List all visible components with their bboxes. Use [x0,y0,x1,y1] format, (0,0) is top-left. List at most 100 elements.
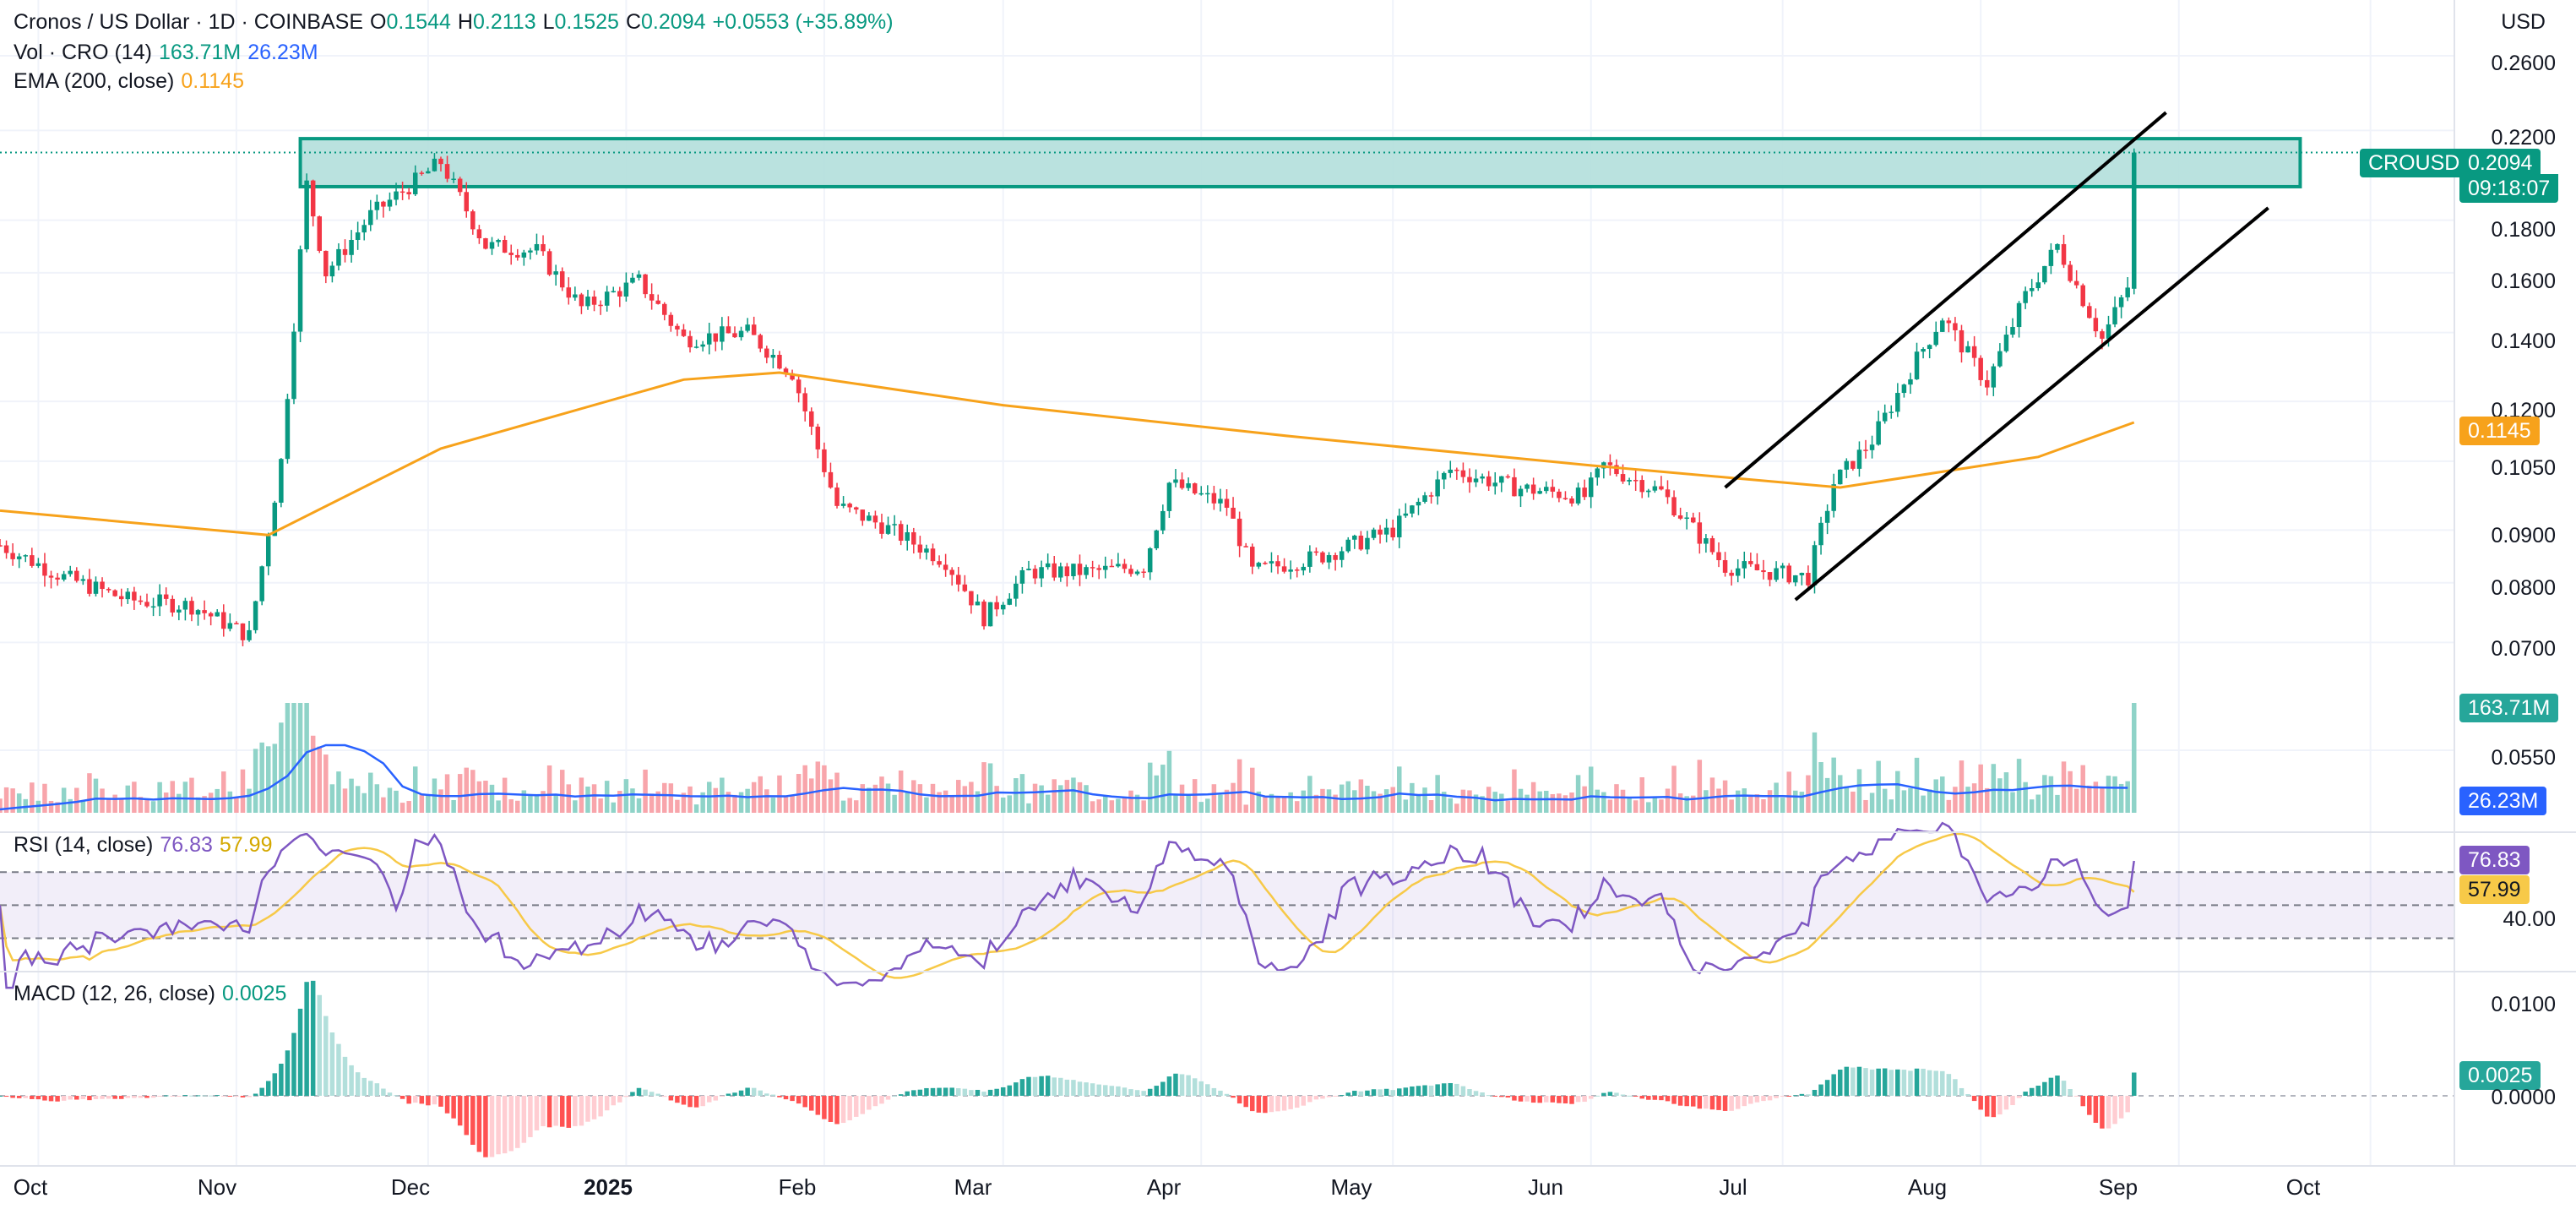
volume-bar [310,735,316,813]
candle-body [834,487,840,506]
macd-histogram-bar [1052,1077,1057,1096]
macd-histogram-bar [279,1064,284,1096]
volume-bar [16,793,22,813]
macd-histogram-bar [962,1088,968,1096]
macd-histogram-bar [1691,1096,1696,1107]
macd-histogram-bar [521,1096,527,1143]
candle-body [253,601,258,630]
volume-bar [291,703,296,813]
candle-body [438,158,443,165]
symbol-title[interactable]: Cronos / US Dollar · 1D · COINBASE [14,10,363,34]
macd-histogram-bar [1940,1070,1945,1096]
macd-histogram-bar [483,1096,488,1157]
macd-histogram-bar [598,1096,603,1117]
volume-bar [1652,797,1658,813]
candle-body [125,591,131,600]
volume-bar [2118,783,2124,813]
volume-ma-line [0,743,2128,811]
low-label: L [542,10,555,34]
symbol-badge[interactable]: CROUSD [2360,149,2469,177]
macd-histogram-bar [809,1096,814,1111]
macd-histogram-bar [240,1096,246,1097]
candle-body [1627,480,1632,482]
macd-histogram-bar [693,1096,699,1108]
macd-histogram-bar [579,1096,584,1126]
macd-legend[interactable]: MACD (12, 26, close) 0.0025 [14,978,293,1009]
candle-body [1512,477,1517,497]
macd-histogram-bar [720,1096,725,1097]
rsi-legend[interactable]: RSI (14, close) 76.83 57.99 [14,830,279,860]
candle-body [969,591,974,606]
macd-histogram-bar [30,1096,35,1099]
volume-bar [1422,787,1427,813]
candle-body [585,297,590,307]
macd-histogram-bar [1365,1090,1370,1096]
candle-body [1147,547,1153,573]
trend-channel[interactable] [1724,111,2269,602]
candle-body [2106,324,2111,339]
macd-histogram-bar [182,1095,188,1097]
macd-histogram-bar [177,1096,182,1097]
volume-bar [840,800,846,813]
volume-legend[interactable]: Vol · CRO (14) 163.71M 26.23M [14,37,325,68]
volume-bar [163,792,169,813]
volume-bars [0,703,2137,813]
candle-body [1856,449,1862,469]
macd-histogram-bar [681,1096,687,1105]
candle-body [35,563,41,566]
volume-bar [867,787,872,813]
macd-histogram-bar [1403,1087,1409,1096]
macd-histogram-bar [1518,1096,1524,1102]
change-value: +0.0553 (+35.89%) [712,10,894,34]
volume-bar [1562,795,1568,813]
macd-histogram-bar [1997,1096,2003,1115]
macd-histogram-bar [1428,1085,1434,1096]
macd-histogram-bar [1071,1080,1076,1096]
rsi-ma-value: 57.99 [219,833,273,857]
macd-histogram-bar [342,1056,348,1096]
macd-histogram-bar [234,1096,239,1097]
candle-body [828,471,834,488]
volume-bar [1754,794,1760,813]
macd-histogram-bar [905,1091,910,1096]
volume-bar [1895,771,1900,813]
macd-histogram-bar [163,1095,169,1097]
macd-histogram-bar [924,1087,929,1096]
ema-legend[interactable]: EMA (200, close) 0.1145 [14,66,251,96]
currency-label[interactable]: USD [2501,10,2546,34]
candle-body [770,354,776,358]
macd-histogram-bar [464,1096,470,1136]
resistance-zone[interactable] [0,137,2454,188]
time-label: Oct [13,1174,48,1200]
candle-body [924,548,929,553]
candle-body [1838,469,1843,485]
volume-bar [1505,800,1511,813]
macd-histogram-bar [0,1096,3,1097]
candle-body [361,225,367,233]
macd-histogram-bar [1198,1081,1204,1096]
volume-bar [764,789,769,813]
volume-bar [1582,786,1587,813]
macd-histogram-bar [1397,1088,1402,1096]
candle-body [528,250,533,253]
candle-body [1166,482,1172,511]
volume-bar [272,743,278,813]
candle-body [1045,563,1051,568]
macd-histogram-bar [374,1083,380,1096]
candle-body [898,524,904,542]
candle-body [1032,569,1038,579]
macd-histogram-bar [195,1095,201,1097]
rsi-line [0,821,2135,989]
volume-bar [476,781,482,813]
volume-bar [617,791,622,813]
candle-body [1422,495,1427,502]
macd-histogram-bar [1058,1077,1063,1096]
candle-body [892,524,897,526]
volume-bar [559,770,565,813]
candle-body [476,229,482,238]
last-price-badge: 0.2094 [2459,149,2541,177]
macd-histogram-bar [1652,1096,1658,1100]
candle-body [1378,529,1383,535]
